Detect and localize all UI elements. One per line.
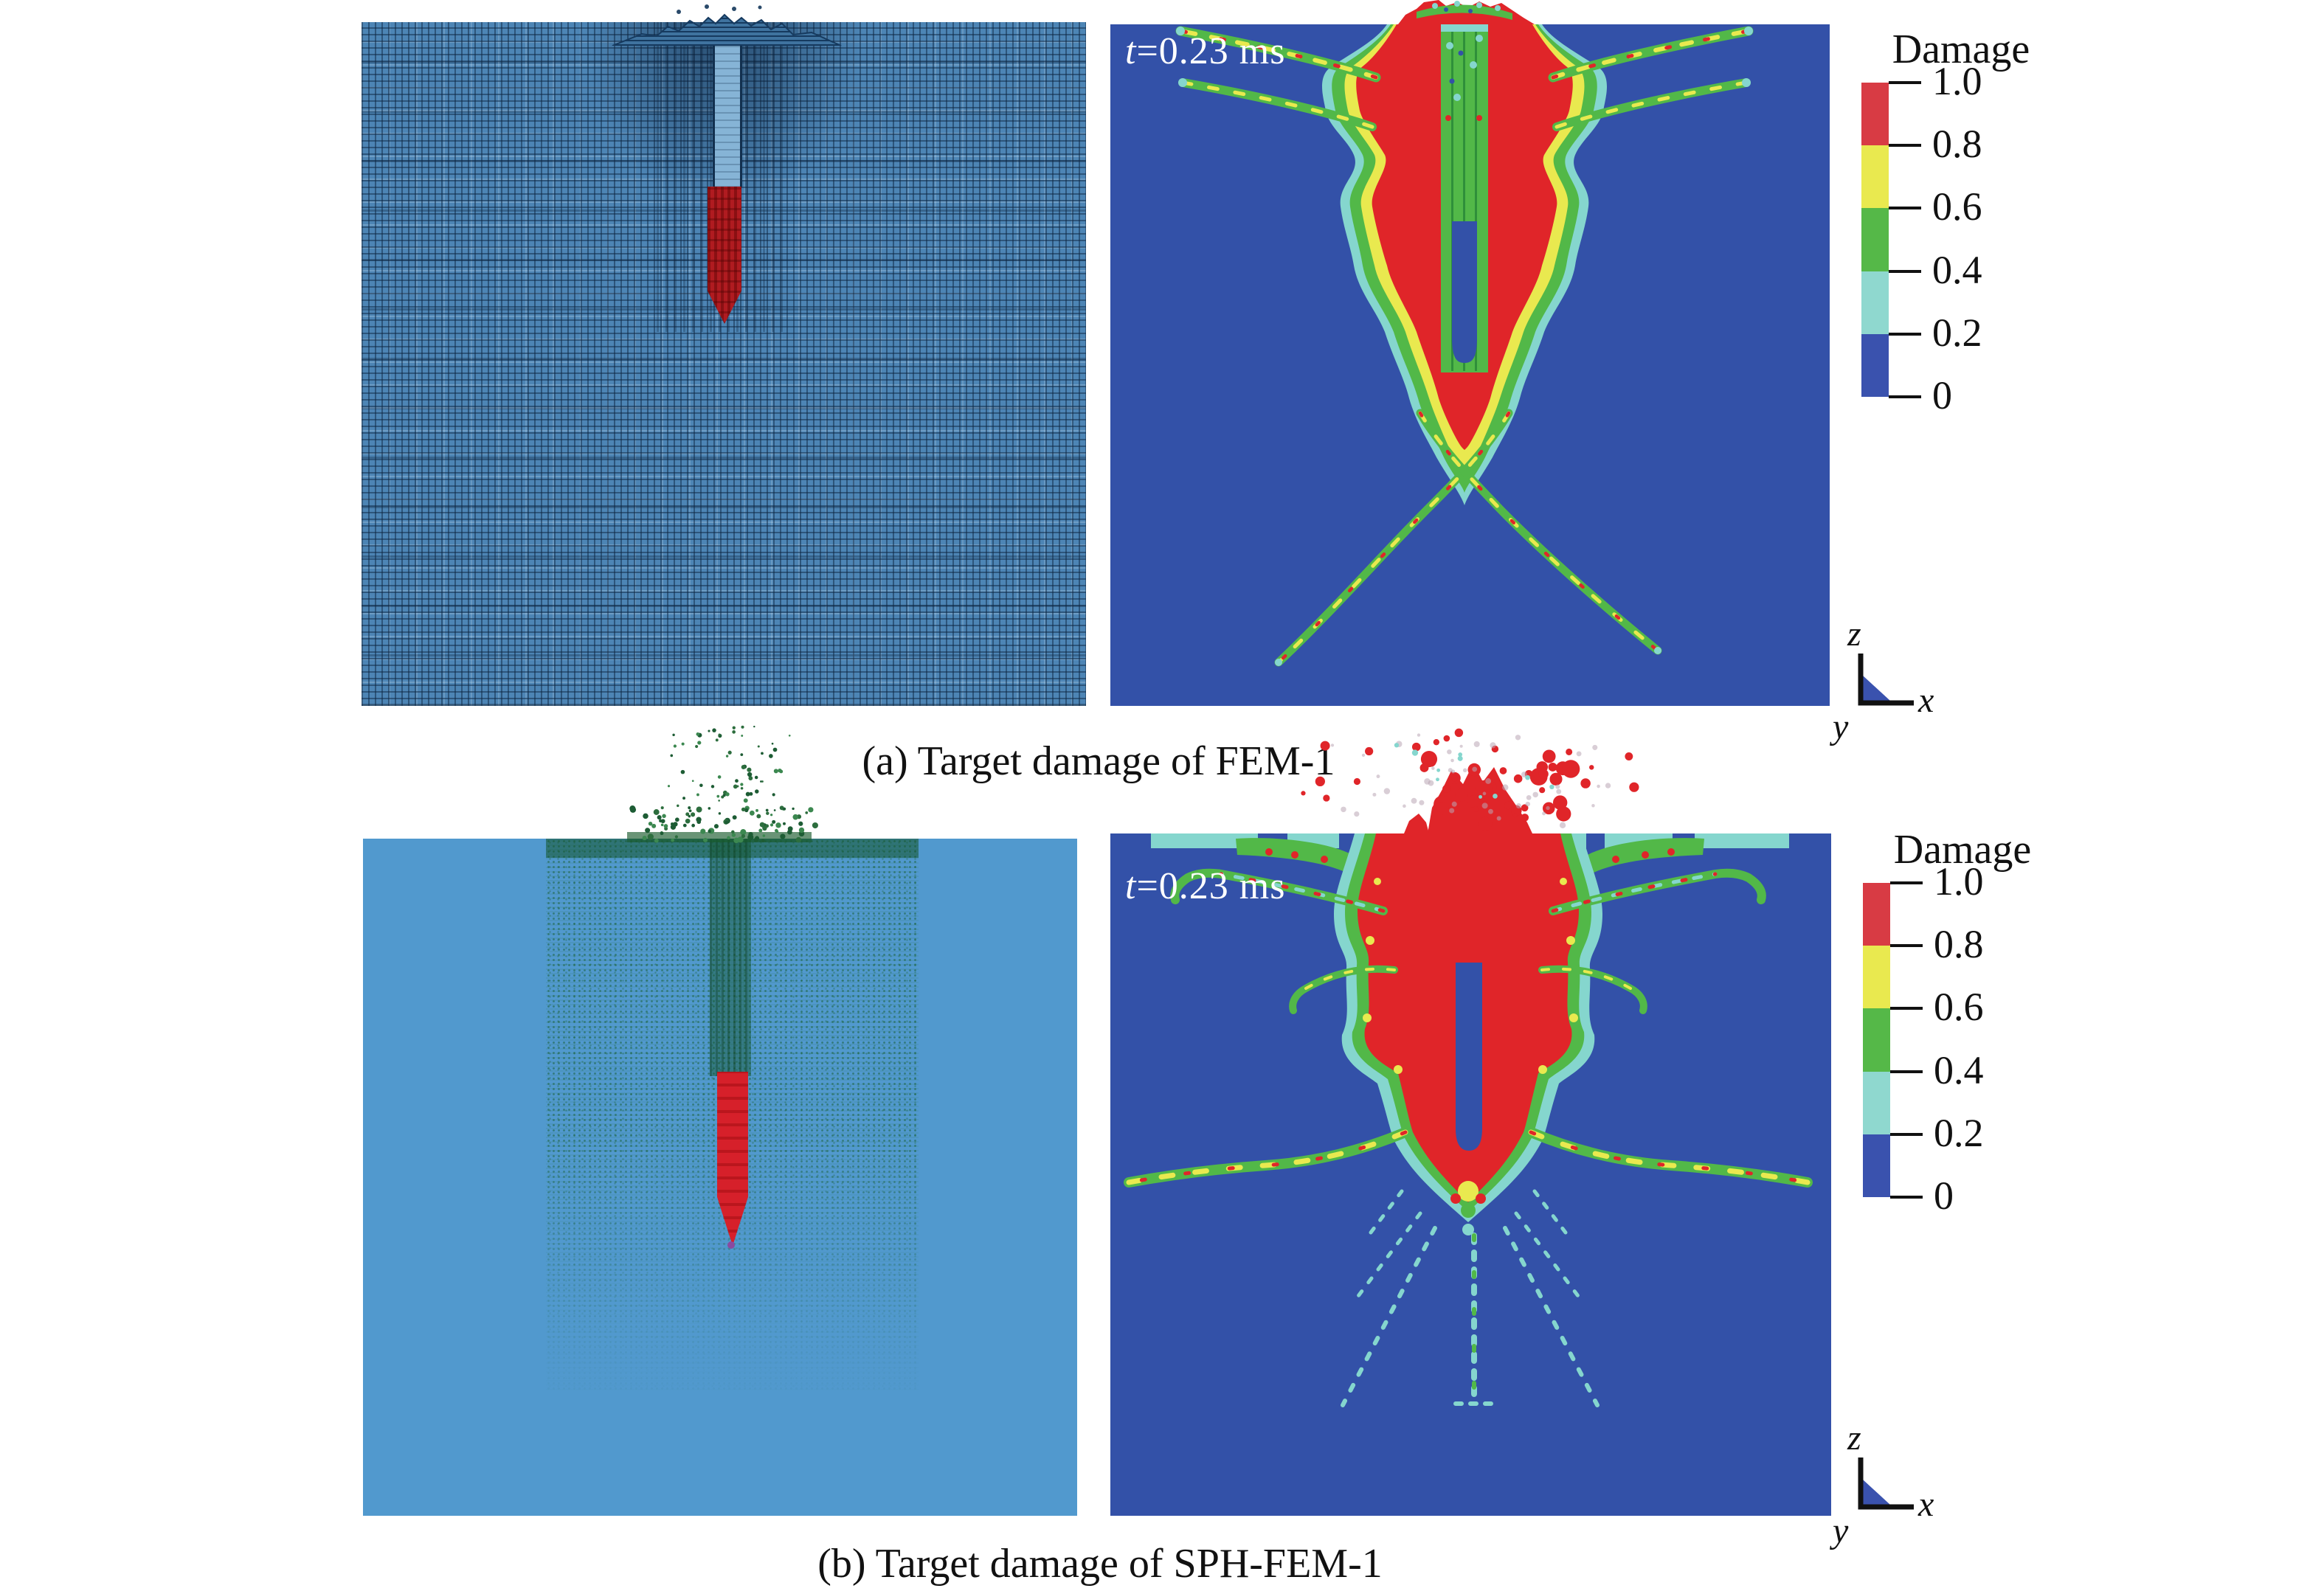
colorbar-tick-label: 0.6 xyxy=(1932,184,1982,229)
colorbar-tick-line xyxy=(1889,332,1921,336)
colorbar-tick-label: 0 xyxy=(1932,373,1952,417)
colorbar-tick-label: 1.0 xyxy=(1932,59,1982,103)
colorbar-tick-line xyxy=(1890,1070,1923,1073)
axis-label-z: z xyxy=(1847,614,1861,654)
time-value: =0.23 ms xyxy=(1136,865,1286,907)
damage-contour-b xyxy=(1110,728,1831,1516)
colorbar-tick-label: 0.2 xyxy=(1932,310,1982,355)
lateral-cracks-b xyxy=(1124,1127,1813,1188)
yellow-fringe-flecks xyxy=(1363,878,1578,1074)
time-variable: t xyxy=(1125,865,1137,907)
colorbar-tick-line xyxy=(1889,269,1921,273)
colorbar-tick-label: 0.8 xyxy=(1932,122,1982,167)
fem-mesh-panel xyxy=(362,22,1086,706)
colorbar-tick-label: 0.2 xyxy=(1934,1110,1984,1155)
colorbar-segment xyxy=(1861,333,1889,398)
colorbar-tick-label: 0.6 xyxy=(1934,985,1984,1030)
damage-contour-a xyxy=(1110,0,1830,706)
axis-triad-glyph xyxy=(1858,654,1914,706)
colorbar-tick-label: 0.4 xyxy=(1932,247,1982,292)
damage-colorbar-a: Damage 1.0 0.8 0.6 0.4 0.2 0 xyxy=(1861,26,2098,439)
axis-label-x: x xyxy=(1918,681,1934,720)
colorbar-tick-line xyxy=(1890,944,1923,948)
colorbar-segment xyxy=(1861,83,1889,146)
axis-triad-a: z x y xyxy=(1833,614,1954,749)
sub-crater-cluster xyxy=(1450,1181,1486,1235)
colorbar-tick-line xyxy=(1890,1196,1923,1199)
colorbar-title: Damage xyxy=(1893,827,2032,873)
colorbar-segment xyxy=(1863,1008,1890,1072)
diagonal-cracks-a xyxy=(1274,409,1662,667)
colorbar-tick-line xyxy=(1889,81,1921,84)
colorbar-segment xyxy=(1863,946,1890,1009)
time-label-a: t=0.23 ms xyxy=(1125,30,1285,73)
damage-colorbar-b: Damage 1.0 0.8 0.6 0.4 0.2 0 xyxy=(1863,826,2099,1239)
axis-triad-glyph xyxy=(1858,1457,1914,1510)
time-value: =0.23 ms xyxy=(1136,30,1286,72)
antler-cracks-b xyxy=(1170,868,1766,1014)
axis-triad-b: z x y xyxy=(1833,1418,1954,1553)
colorbar-tick-label: 0.8 xyxy=(1934,922,1984,967)
penetration-tunnel xyxy=(713,22,742,187)
colorbar-segment xyxy=(1861,145,1889,209)
caption-b: (b) Target damage of SPH-FEM-1 xyxy=(817,1541,1383,1587)
axis-label-x: x xyxy=(1918,1485,1934,1524)
colorbar-title: Damage xyxy=(1892,27,2030,72)
sph-ejecta-spray xyxy=(627,725,818,844)
radial-crack-rays xyxy=(1341,1189,1600,1407)
colorbar-tick-line xyxy=(1890,1007,1923,1011)
colorbar-rail xyxy=(1863,883,1890,1198)
colorbar-tick-label: 0 xyxy=(1934,1174,1954,1218)
axis-label-z: z xyxy=(1847,1418,1861,1457)
surface-spall-band xyxy=(1151,833,1789,873)
colorbar-tick-label: 1.0 xyxy=(1934,859,1984,904)
mesh-crater-bump xyxy=(612,4,842,46)
sph-channel-streak xyxy=(710,839,751,1076)
colorbar-tick-label: 0.4 xyxy=(1934,1047,1984,1092)
projectile-channel-a xyxy=(1441,24,1488,372)
projectile-sph-tip xyxy=(727,1241,735,1249)
colorbar-segment xyxy=(1861,208,1889,271)
colorbar-rail xyxy=(1861,83,1889,398)
axis-label-y: y xyxy=(1833,1511,1849,1550)
colorbar-segment xyxy=(1863,1071,1890,1134)
projectile-slot-b xyxy=(1456,963,1482,1151)
colorbar-tick-line xyxy=(1890,881,1923,884)
sph-panel xyxy=(363,839,1077,1516)
ejecta-debris-cloud xyxy=(1301,728,1639,832)
caption-a: (a) Target damage of FEM-1 xyxy=(862,738,1335,784)
colorbar-segment xyxy=(1861,271,1889,334)
colorbar-tick-line xyxy=(1889,207,1921,210)
colorbar-tick-line xyxy=(1889,395,1921,398)
upper-crack-arms-a xyxy=(1175,26,1754,131)
projectile-fem xyxy=(708,187,741,324)
colorbar-segment xyxy=(1863,1134,1890,1198)
time-label-b: t=0.23 ms xyxy=(1125,864,1285,908)
colorbar-tick-line xyxy=(1890,1132,1923,1136)
axis-label-y: y xyxy=(1833,707,1849,746)
time-variable: t xyxy=(1125,30,1137,72)
colorbar-tick-line xyxy=(1889,144,1921,148)
colorbar-segment xyxy=(1863,883,1890,946)
